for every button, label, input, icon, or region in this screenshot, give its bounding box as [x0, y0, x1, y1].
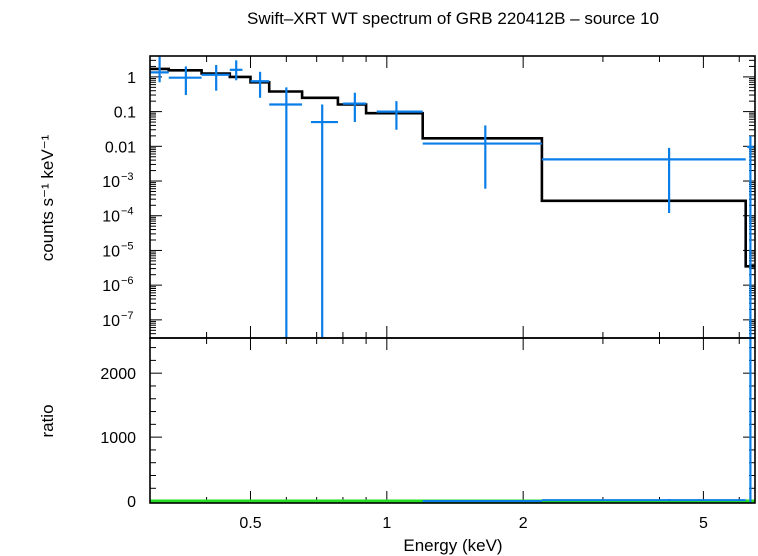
bottom-y-axis-label: ratio: [38, 404, 57, 437]
y-tick-label: 10: [102, 278, 120, 295]
y-tick-label: 10: [102, 174, 120, 191]
model-step-line: [150, 67, 755, 268]
data-point: [201, 65, 230, 91]
x-axis-label: Energy (keV): [403, 536, 502, 555]
ratio-point: [747, 337, 754, 503]
y-tick-label-exponent: −6: [121, 275, 134, 287]
ratio-point: [541, 498, 746, 502]
x-tick-label: 1: [382, 515, 391, 532]
data-point: [541, 147, 746, 213]
x-tick-label: 0.5: [239, 515, 261, 532]
top-y-axis-label: counts s⁻¹ keV⁻¹: [38, 134, 57, 261]
y-tick-label: 10: [102, 243, 120, 260]
bottom-panel-frame: [149, 337, 756, 504]
y-tick-label-exponent: −5: [121, 240, 134, 252]
data-point: [376, 101, 423, 130]
data-point: [342, 92, 367, 123]
y-tick-label: 0.1: [114, 105, 136, 122]
y-tick-label-exponent: −3: [121, 171, 134, 183]
x-tick-label: 2: [519, 515, 528, 532]
y-tick-label: 2000: [100, 366, 136, 383]
data-point: [250, 71, 270, 98]
y-tick-label: 1000: [100, 430, 136, 447]
chart-title: Swift–XRT WT spectrum of GRB 220412B – s…: [247, 9, 659, 28]
y-tick-label-exponent: −7: [121, 310, 134, 322]
data-point: [168, 66, 202, 96]
y-tick-label: 0.01: [105, 139, 136, 156]
y-tick-label-exponent: −4: [121, 206, 134, 218]
data-point: [747, 135, 754, 338]
y-tick-label: 1: [127, 70, 136, 87]
y-tick-label: 10: [102, 313, 120, 330]
data-point: [229, 60, 243, 81]
data-point: [269, 87, 303, 338]
data-point: [422, 125, 542, 189]
y-tick-label: 0: [127, 494, 136, 511]
x-tick-label: 5: [699, 515, 708, 532]
y-tick-label: 10: [102, 209, 120, 226]
ratio-panel: 0 1000 2000 0.5 1 2 5: [100, 337, 756, 532]
data-point: [150, 56, 169, 83]
data-point: [310, 104, 338, 338]
top-panel-frame: [149, 55, 756, 339]
